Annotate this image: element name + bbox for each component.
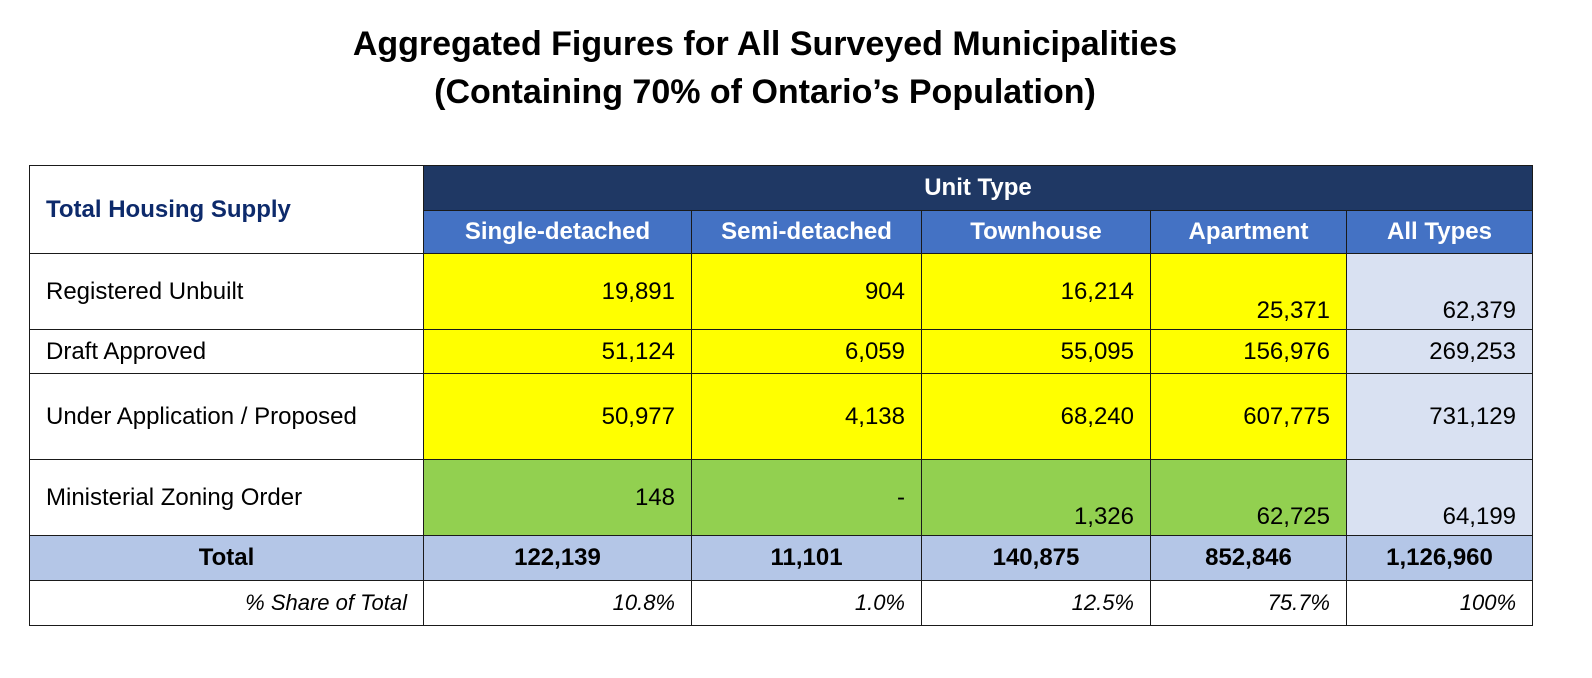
table-cell: 1,326	[921, 459, 1151, 536]
table-row-total: Total 122,139 11,101 140,875 852,846 1,1…	[29, 535, 1534, 581]
title-line-2: (Containing 70% of Ontario’s Population)	[434, 73, 1096, 111]
table-cell: -	[691, 459, 922, 536]
table-cell: 62,725	[1150, 459, 1347, 536]
table-cell: 4,138	[691, 373, 922, 460]
table-cell: 16,214	[921, 253, 1151, 330]
table-cell: 607,775	[1150, 373, 1347, 460]
column-header-townhouse: Townhouse	[921, 210, 1151, 254]
total-cell: 122,139	[423, 535, 692, 581]
header-row-1: Total Housing Supply Unit Type	[29, 165, 1534, 254]
share-cell: 75.7%	[1150, 580, 1347, 626]
table-cell: 25,371	[1150, 253, 1347, 330]
total-cell: 11,101	[691, 535, 922, 581]
row-label: Draft Approved	[29, 329, 424, 374]
share-label: % Share of Total	[29, 580, 424, 626]
row-label: Under Application / Proposed	[29, 373, 424, 460]
title-line-1: Aggregated Figures for All Surveyed Muni…	[352, 25, 1178, 63]
table-cell: 156,976	[1150, 329, 1347, 374]
table-cell: 51,124	[423, 329, 692, 374]
table-cell: 50,977	[423, 373, 692, 460]
share-cell: 10.8%	[423, 580, 692, 626]
total-cell: 852,846	[1150, 535, 1347, 581]
table-row-under-application: Under Application / Proposed 50,977 4,13…	[29, 373, 1534, 460]
table-cell: 19,891	[423, 253, 692, 330]
table-row-share: % Share of Total 10.8% 1.0% 12.5% 75.7% …	[29, 580, 1534, 626]
table-cell: 904	[691, 253, 922, 330]
share-cell: 12.5%	[921, 580, 1151, 626]
share-cell: 1.0%	[691, 580, 922, 626]
row-label: Ministerial Zoning Order	[29, 459, 424, 536]
table-cell: 62,379	[1345, 253, 1534, 330]
header-row-2: Single-detached Semi-detached Townhouse …	[30, 210, 1534, 254]
table-row-draft-approved: Draft Approved 51,124 6,059 55,095 156,9…	[29, 329, 1534, 374]
corner-label: Total Housing Supply	[29, 165, 424, 254]
column-header-apartment: Apartment	[1150, 210, 1347, 254]
table-cell: 269,253	[1345, 329, 1534, 374]
total-cell: 1,126,960	[1345, 535, 1534, 581]
table-cell: 64,199	[1345, 459, 1534, 536]
housing-supply-table: Total Housing Supply Unit Type Single-de…	[29, 165, 1534, 626]
total-label: Total	[29, 535, 424, 581]
total-cell: 140,875	[921, 535, 1151, 581]
table-cell: 6,059	[691, 329, 922, 374]
table-row-ministerial-zoning-order: Ministerial Zoning Order 148 - 1,326 62,…	[29, 459, 1534, 536]
column-header-semi-detached: Semi-detached	[691, 210, 922, 254]
table-row-registered-unbuilt: Registered Unbuilt 19,891 904 16,214 25,…	[29, 253, 1534, 330]
column-header-single-detached: Single-detached	[423, 210, 692, 254]
table-cell: 731,129	[1345, 373, 1534, 460]
table-cell: 148	[423, 459, 692, 536]
table-cell: 68,240	[921, 373, 1151, 460]
share-cell: 100%	[1345, 580, 1534, 626]
column-header-all-types: All Types	[1345, 210, 1534, 254]
table-cell: 55,095	[921, 329, 1151, 374]
unit-type-header: Unit Type	[422, 165, 1534, 211]
row-label: Registered Unbuilt	[29, 253, 424, 330]
page-title: Aggregated Figures for All Surveyed Muni…	[0, 20, 1530, 116]
